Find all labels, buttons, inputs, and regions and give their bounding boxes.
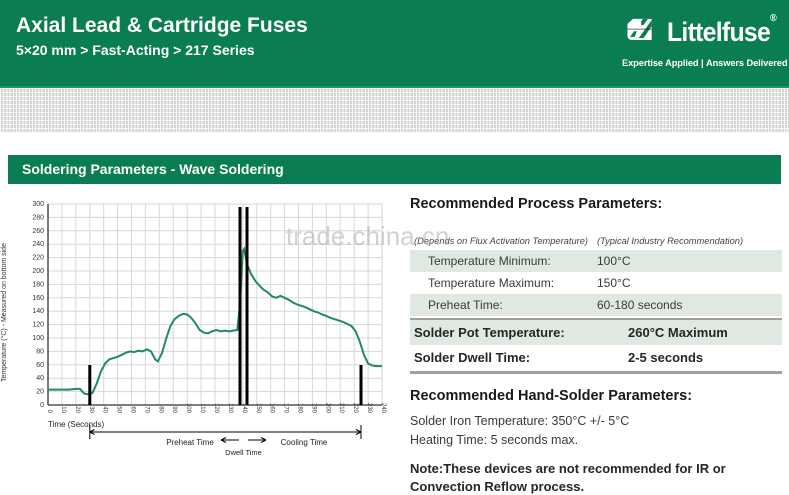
svg-text:160: 160 [269, 403, 275, 414]
svg-text:60: 60 [36, 362, 44, 369]
svg-text:170: 170 [283, 403, 289, 414]
svg-text:140: 140 [241, 403, 247, 414]
svg-text:40: 40 [36, 375, 44, 382]
svg-text:70: 70 [143, 406, 149, 413]
svg-text:280: 280 [32, 214, 44, 221]
svg-text:300: 300 [32, 201, 44, 208]
svg-text:190: 190 [310, 403, 316, 414]
svg-text:Temperature (°C) - Measured on: Temperature (°C) - Measured on bottom si… [0, 243, 8, 382]
svg-text:230: 230 [366, 403, 372, 414]
svg-text:220: 220 [32, 255, 44, 262]
svg-text:Time (Seconds): Time (Seconds) [48, 420, 105, 429]
svg-text:120: 120 [213, 403, 219, 414]
svg-text:220: 220 [352, 403, 358, 414]
svg-text:30: 30 [88, 406, 94, 413]
svg-text:Dwell Time: Dwell Time [225, 448, 262, 457]
svg-text:200: 200 [324, 403, 330, 414]
svg-text:240: 240 [380, 403, 386, 414]
svg-text:180: 180 [297, 403, 303, 414]
svg-text:Preheat Time: Preheat Time [166, 438, 214, 447]
svg-text:200: 200 [32, 268, 44, 275]
svg-text:90: 90 [171, 406, 177, 413]
svg-text:20: 20 [36, 389, 44, 396]
svg-text:60: 60 [130, 406, 136, 413]
svg-text:210: 210 [338, 403, 344, 414]
svg-text:140: 140 [32, 308, 44, 315]
svg-text:130: 130 [227, 403, 233, 414]
svg-text:180: 180 [32, 281, 44, 288]
svg-text:160: 160 [32, 295, 44, 302]
svg-text:50: 50 [116, 406, 122, 413]
svg-text:100: 100 [32, 335, 44, 342]
svg-text:100: 100 [185, 403, 191, 414]
svg-text:260: 260 [32, 228, 44, 235]
svg-text:240: 240 [32, 241, 44, 248]
svg-text:80: 80 [36, 348, 44, 355]
svg-text:120: 120 [32, 322, 44, 329]
svg-text:20: 20 [74, 406, 80, 413]
svg-text:0: 0 [40, 402, 44, 409]
svg-text:110: 110 [199, 403, 205, 413]
svg-text:10: 10 [60, 406, 66, 413]
svg-text:80: 80 [157, 406, 163, 413]
svg-text:40: 40 [102, 406, 108, 413]
svg-text:150: 150 [255, 403, 261, 414]
svg-text:Cooling Time: Cooling Time [281, 438, 328, 447]
